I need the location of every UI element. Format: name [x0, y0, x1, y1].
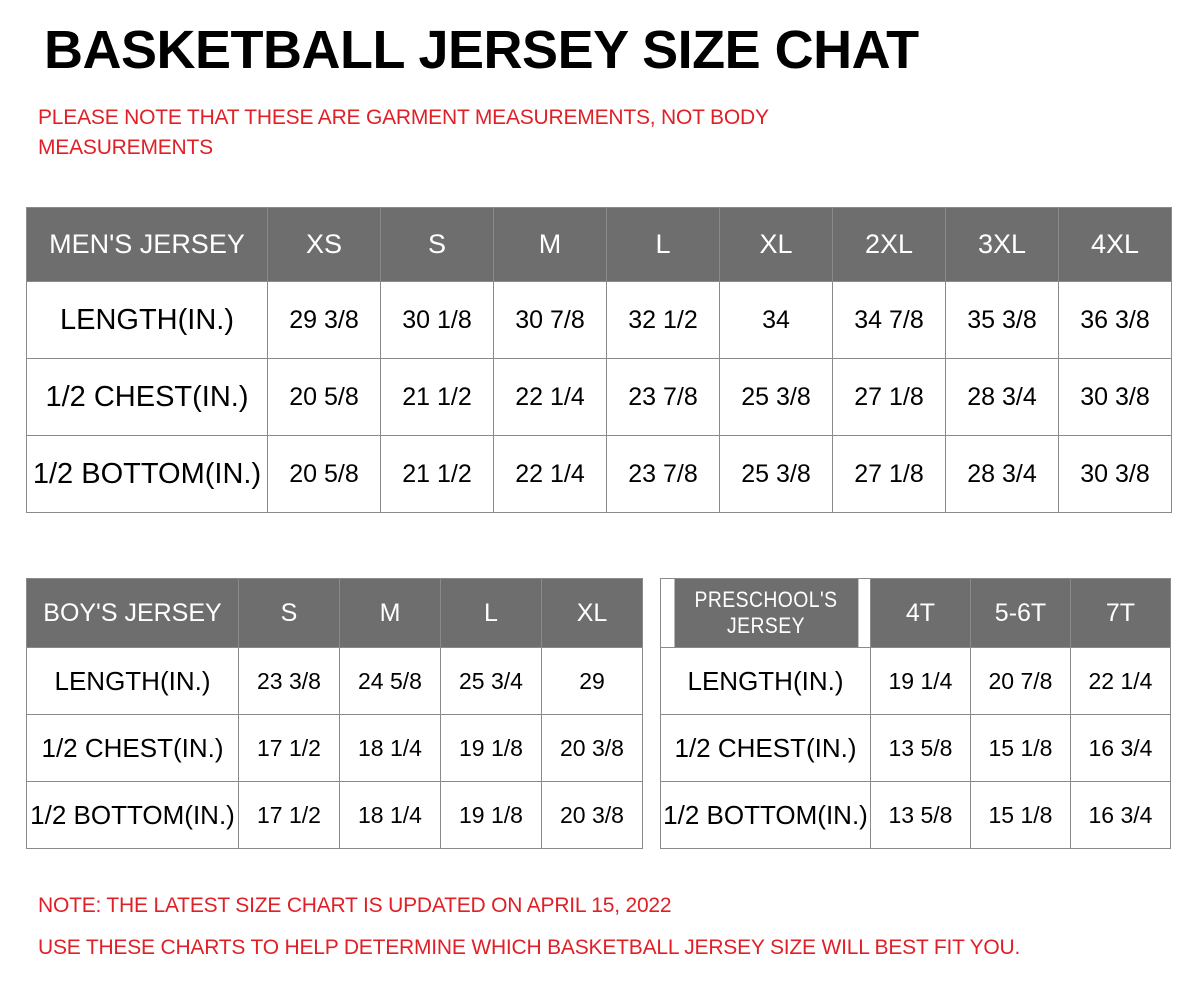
measurement-cell: 30 7/8 [493, 281, 607, 359]
measurement-cell: 28 3/4 [945, 358, 1059, 436]
column-header-l: L [606, 207, 720, 282]
column-header-7t: 7T [1070, 578, 1171, 648]
measurement-cell: 36 3/8 [1058, 281, 1172, 359]
measurement-cell: 22 1/4 [1070, 647, 1171, 715]
column-header-5-6t: 5-6T [970, 578, 1071, 648]
header-row: BOY'S JERSEY S M L XL [26, 578, 643, 648]
measurement-cell: 20 3/8 [541, 781, 643, 849]
table-row: 1/2 CHEST(IN.) 20 5/8 21 1/2 22 1/4 23 7/8 25… [26, 358, 1172, 436]
measurement-cell: 25 3/8 [719, 358, 833, 436]
measurement-cell: 25 3/4 [440, 647, 542, 715]
column-header-s: S [238, 578, 340, 648]
column-header-xs: XS [267, 207, 381, 282]
measurement-cell: 22 1/4 [493, 358, 607, 436]
boys-table-head: BOY'S JERSEY S M L XL [26, 578, 643, 648]
header-row: PRESCHOOL'S JERSEY 4T 5-6T 7T [661, 578, 1171, 648]
column-header-xl: XL [719, 207, 833, 282]
page-title: BASKETBALL JERSEY SIZE CHAT [44, 20, 919, 80]
row-label: 1/2 CHEST(IN.) [26, 358, 268, 436]
measurement-cell: 15 1/8 [970, 781, 1071, 849]
row-label: 1/2 BOTTOM(IN.) [26, 435, 268, 513]
measurement-cell: 29 3/8 [267, 281, 381, 359]
measurement-cell: 25 3/8 [719, 435, 833, 513]
table-row: LENGTH(IN.) 29 3/8 30 1/8 30 7/8 32 1/2 34 34 … [26, 281, 1172, 359]
column-header-m: M [493, 207, 607, 282]
footer-notes: NOTE: THE LATEST SIZE CHART IS UPDATED O… [38, 885, 1158, 969]
measurement-cell: 20 3/8 [541, 714, 643, 782]
boys-corner-label: BOY'S JERSEY [26, 578, 239, 648]
measurement-cell: 23 7/8 [606, 358, 720, 436]
measurement-cell: 15 1/8 [970, 714, 1071, 782]
row-label: LENGTH(IN.) [26, 647, 239, 715]
measurement-cell: 19 1/8 [440, 781, 542, 849]
measurement-cell: 13 5/8 [870, 714, 971, 782]
measurement-cell: 16 3/4 [1070, 714, 1171, 782]
measurement-cell: 23 7/8 [606, 435, 720, 513]
measurement-cell: 16 3/4 [1070, 781, 1171, 849]
measurement-cell: 28 3/4 [945, 435, 1059, 513]
row-label: 1/2 CHEST(IN.) [660, 714, 871, 782]
measurement-cell: 21 1/2 [380, 435, 494, 513]
table-row: 1/2 BOTTOM(IN.) 13 5/8 15 1/8 16 3/4 [660, 781, 1171, 849]
row-label: 1/2 BOTTOM(IN.) [660, 781, 871, 849]
column-header-m: M [339, 578, 441, 648]
measurement-cell: 35 3/8 [945, 281, 1059, 359]
measurement-cell: 27 1/8 [832, 435, 946, 513]
footer-note-update: NOTE: THE LATEST SIZE CHART IS UPDATED O… [38, 894, 672, 917]
measurement-cell: 13 5/8 [870, 781, 971, 849]
measurement-cell: 19 1/8 [440, 714, 542, 782]
row-label: 1/2 CHEST(IN.) [26, 714, 239, 782]
mens-table-body: LENGTH(IN.) 29 3/8 30 1/8 30 7/8 32 1/2 34 34 … [26, 281, 1172, 513]
measurement-cell: 20 5/8 [267, 358, 381, 436]
measurement-cell: 17 1/2 [238, 781, 340, 849]
column-header-xl: XL [541, 578, 643, 648]
measurement-cell: 18 1/4 [339, 781, 441, 849]
measurement-cell: 30 1/8 [380, 281, 494, 359]
table-row: 1/2 CHEST(IN.) 17 1/2 18 1/4 19 1/8 20 3/8 [26, 714, 643, 782]
boys-jersey-size-table: BOY'S JERSEY S M L XL LENGTH(IN.) 23 3/8 24 5/… [26, 578, 643, 849]
measurement-cell: 21 1/2 [380, 358, 494, 436]
preschool-table-head: PRESCHOOL'S JERSEY 4T 5-6T 7T [661, 578, 1171, 648]
measurement-cell: 30 3/8 [1058, 435, 1172, 513]
measurement-disclaimer: PLEASE NOTE THAT THESE ARE GARMENT MEASU… [38, 106, 769, 159]
column-header-3xl: 3XL [945, 207, 1059, 282]
footer-note-fit: USE THESE CHARTS TO HELP DETERMINE WHICH… [38, 936, 1021, 959]
measurement-cell: 19 1/4 [870, 647, 971, 715]
table-row: LENGTH(IN.) 23 3/8 24 5/8 25 3/4 29 [26, 647, 643, 715]
mens-corner-label: MEN'S JERSEY [26, 207, 268, 282]
row-label: LENGTH(IN.) [26, 281, 268, 359]
table-row: 1/2 BOTTOM(IN.) 20 5/8 21 1/2 22 1/4 23 7/8 2… [26, 435, 1172, 513]
row-label: LENGTH(IN.) [660, 647, 871, 715]
measurement-cell: 32 1/2 [606, 281, 720, 359]
column-header-2xl: 2XL [832, 207, 946, 282]
preschool-jersey-size-table: PRESCHOOL'S JERSEY 4T 5-6T 7T LENGTH(IN.) 19… [660, 578, 1171, 849]
measurement-cell: 27 1/8 [832, 358, 946, 436]
measurement-cell: 23 3/8 [238, 647, 340, 715]
table-row: 1/2 CHEST(IN.) 13 5/8 15 1/8 16 3/4 [660, 714, 1171, 782]
measurement-cell: 29 [541, 647, 643, 715]
column-header-4t: 4T [870, 578, 971, 648]
mens-table-head: MEN'S JERSEY XS S M L XL 2XL 3XL 4XL [26, 207, 1172, 282]
mens-jersey-size-table: MEN'S JERSEY XS S M L XL 2XL 3XL 4XL LENGTH(IN.)… [26, 207, 1172, 513]
measurement-cell: 22 1/4 [493, 435, 607, 513]
header-row: MEN'S JERSEY XS S M L XL 2XL 3XL 4XL [26, 207, 1172, 282]
measurement-cell: 30 3/8 [1058, 358, 1172, 436]
preschool-table-body: LENGTH(IN.) 19 1/4 20 7/8 22 1/4 1/2 CHEST(I… [660, 647, 1171, 849]
boys-table-body: LENGTH(IN.) 23 3/8 24 5/8 25 3/4 29 1/2 CHEST… [26, 647, 643, 849]
measurement-cell: 17 1/2 [238, 714, 340, 782]
measurement-cell: 24 5/8 [339, 647, 441, 715]
column-header-s: S [380, 207, 494, 282]
measurement-cell: 20 5/8 [267, 435, 381, 513]
measurement-cell: 34 7/8 [832, 281, 946, 359]
column-header-l: L [440, 578, 542, 648]
column-header-4xl: 4XL [1058, 207, 1172, 282]
measurement-cell: 34 [719, 281, 833, 359]
preschool-corner-label: PRESCHOOL'S JERSEY [672, 578, 859, 648]
table-row: 1/2 BOTTOM(IN.) 17 1/2 18 1/4 19 1/8 20 3/8 [26, 781, 643, 849]
row-label: 1/2 BOTTOM(IN.) [26, 781, 239, 849]
measurement-cell: 18 1/4 [339, 714, 441, 782]
measurement-cell: 20 7/8 [970, 647, 1071, 715]
table-row: LENGTH(IN.) 19 1/4 20 7/8 22 1/4 [660, 647, 1171, 715]
